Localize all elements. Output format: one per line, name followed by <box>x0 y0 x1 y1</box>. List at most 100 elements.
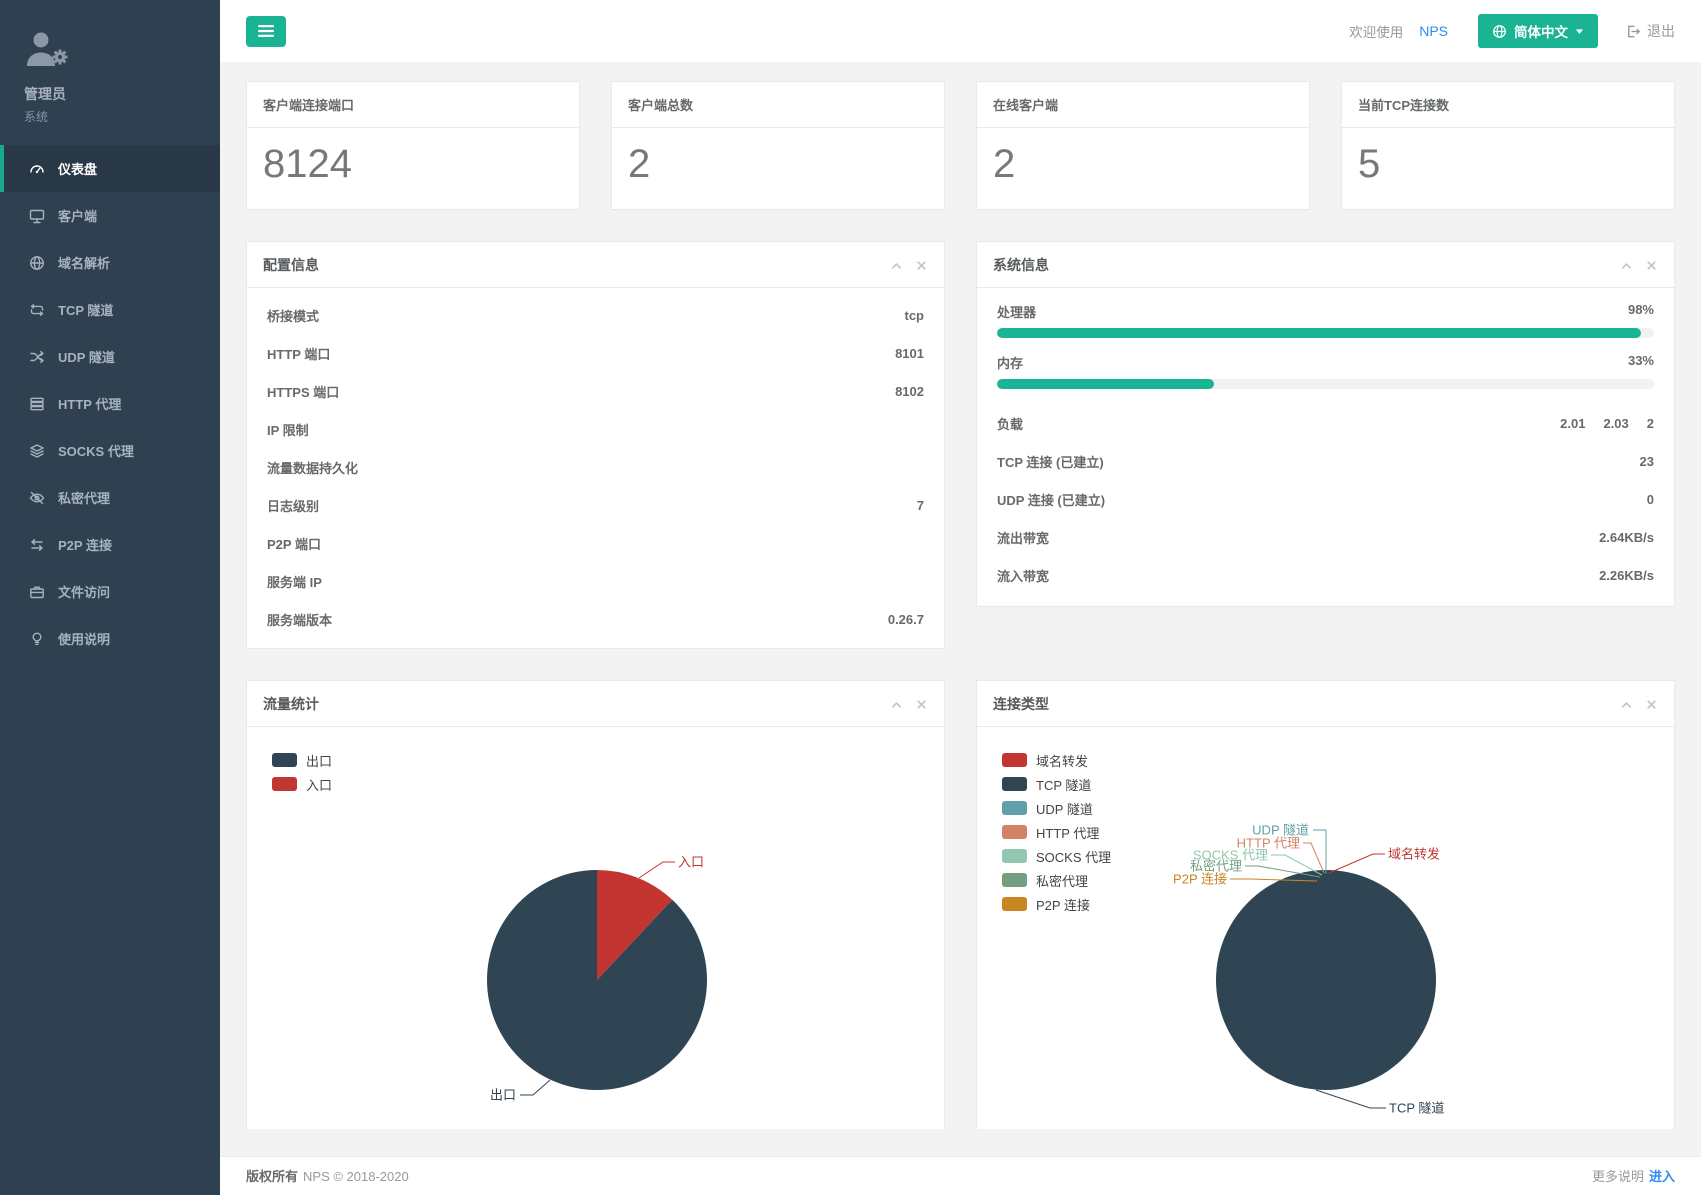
pie-slice-TCP 隧道[interactable] <box>1216 870 1436 1090</box>
collapse-icon[interactable] <box>1620 698 1633 711</box>
brand-link[interactable]: NPS <box>1419 23 1448 39</box>
sidebar-item-domain[interactable]: 域名解析 <box>0 239 220 286</box>
pie-label-line <box>1328 853 1385 874</box>
config-row-label: 服务端版本 <box>267 612 333 628</box>
close-icon[interactable] <box>915 259 928 272</box>
sidebar-item-http[interactable]: HTTP 代理 <box>0 380 220 427</box>
pie-slice-出口[interactable] <box>487 870 708 1090</box>
stat-label: 客户端总数 <box>628 98 694 113</box>
pie-label: UDP 隧道 <box>1252 823 1309 838</box>
legend-item[interactable]: P2P 连接 <box>1002 892 1111 916</box>
stat-card-1: 客户端总数 2 <box>611 81 945 210</box>
pie-label-line <box>1271 854 1323 876</box>
sidebar-item-p2p[interactable]: P2P 连接 <box>0 521 220 568</box>
collapse-icon[interactable] <box>1620 259 1633 272</box>
sidebar: 管理员 系统 仪表盘 客户端 域名解析 TCP 隧道 UDP 隧道 HTTP 代理 SOCK… <box>0 0 220 1195</box>
memory-progress-bar <box>997 379 1654 389</box>
legend-item[interactable]: 域名转发 <box>1002 748 1111 772</box>
stat-card-2: 在线客户端 2 <box>976 81 1310 210</box>
stat-card-3: 当前TCP连接数 5 <box>1341 81 1675 210</box>
config-row-label: 流量数据持久化 <box>267 460 359 476</box>
stat-card-0: 客户端连接端口 8124 <box>246 81 580 210</box>
pie-label: 域名转发 <box>1388 847 1440 862</box>
legend-item[interactable]: UDP 隧道 <box>1002 796 1111 820</box>
close-icon[interactable] <box>1645 698 1658 711</box>
memory-label: 内存 <box>997 356 1024 371</box>
system-row-label: 负载 <box>997 416 1024 432</box>
system-row: UDP 连接 (已建立) 0 <box>997 480 1654 518</box>
main-area: 欢迎使用 NPS 简体中文 退出 <box>220 0 1701 1195</box>
legend-item[interactable]: 出口 <box>272 748 332 772</box>
cpu-label: 处理器 <box>997 305 1037 320</box>
more-info-text: 更多说明 <box>1591 1169 1644 1184</box>
sidebar-item-tcp[interactable]: TCP 隧道 <box>0 286 220 333</box>
content: 客户端连接端口 8124 客户端总数 2 在线客户端 2 当前TCP连接数 5 配置信息 桥接… <box>220 62 1701 1129</box>
legend-label: UDP 隧道 <box>1036 801 1093 817</box>
desktop-icon <box>29 208 47 224</box>
traffic-panel: 流量统计 入口 出口 出口 入口 <box>246 680 945 1129</box>
connection-type-panel: 连接类型 域名转发 TCP 隧道 UDP 隧道 HTTP 代理 SOCKS 代理 私密代理… <box>976 680 1675 1129</box>
sidebar-item-label: HTTP 代理 <box>58 397 122 412</box>
pie-label: 入口 <box>678 855 704 870</box>
briefcase-icon <box>29 584 47 600</box>
sidebar-item-udp[interactable]: UDP 隧道 <box>0 333 220 380</box>
caret-down-icon <box>1576 28 1583 34</box>
config-row-label: 日志级别 <box>267 498 320 514</box>
sidebar-item-label: 客户端 <box>58 209 98 224</box>
legend-label: HTTP 代理 <box>1036 825 1100 841</box>
pie-label-line <box>1313 829 1327 874</box>
sidebar-toggle-button[interactable] <box>246 15 286 47</box>
sidebar-item-secret[interactable]: 私密代理 <box>0 474 220 521</box>
config-row-value: 8101 <box>895 345 924 361</box>
copyright-label: 版权所有 <box>246 1169 299 1184</box>
enter-link[interactable]: 进入 <box>1648 1169 1675 1184</box>
logout-button[interactable]: 退出 <box>1626 21 1675 41</box>
legend-swatch <box>1002 873 1027 887</box>
pie-label-line <box>520 1079 551 1096</box>
system-row-value: 23 <box>1639 453 1654 469</box>
legend-swatch <box>272 753 297 767</box>
page-footer: 版权所有 NPS © 2018-2020 更多说明 进入 <box>220 1156 1701 1195</box>
cpu-percent: 98% <box>1627 302 1654 317</box>
system-row-value: 2.01 2.03 2 <box>1560 415 1654 431</box>
legend-item[interactable]: 私密代理 <box>1002 868 1111 892</box>
traffic-panel-title: 流量统计 <box>263 696 319 712</box>
language-button[interactable]: 简体中文 <box>1478 14 1598 48</box>
close-icon[interactable] <box>915 698 928 711</box>
config-row-value: tcp <box>904 307 925 323</box>
legend-swatch <box>1002 849 1027 863</box>
config-row: 服务端 IP <box>267 562 924 600</box>
sidebar-item-socks[interactable]: SOCKS 代理 <box>0 427 220 474</box>
legend-item[interactable]: TCP 隧道 <box>1002 772 1111 796</box>
collapse-icon[interactable] <box>890 698 903 711</box>
system-row: 流入带宽 2.26KB/s <box>997 556 1654 594</box>
topbar: 欢迎使用 NPS 简体中文 退出 <box>220 0 1701 62</box>
sidebar-item-dashboard[interactable]: 仪表盘 <box>0 145 220 192</box>
system-row-label: TCP 连接 (已建立) <box>997 454 1104 470</box>
pie-slice-入口[interactable] <box>597 870 673 980</box>
sidebar-item-label: TCP 隧道 <box>58 303 114 318</box>
copyright-text: NPS © 2018-2020 <box>303 1169 409 1184</box>
close-icon[interactable] <box>1645 259 1658 272</box>
legend-item[interactable]: 入口 <box>272 772 332 796</box>
system-row-value: 2.64KB/s <box>1599 529 1654 545</box>
sidebar-item-file[interactable]: 文件访问 <box>0 568 220 615</box>
legend-item[interactable]: HTTP 代理 <box>1002 820 1111 844</box>
legend-1: 域名转发 TCP 隧道 UDP 隧道 HTTP 代理 SOCKS 代理 私密代理 P2P 连… <box>1002 748 1111 916</box>
legend-swatch <box>1002 801 1027 815</box>
system-row-label: 流入带宽 <box>997 568 1050 584</box>
legend-item[interactable]: SOCKS 代理 <box>1002 844 1111 868</box>
stat-value: 2 <box>993 142 1016 186</box>
stat-value: 8124 <box>263 142 352 186</box>
language-label: 简体中文 <box>1514 25 1568 40</box>
pie-label: P2P 连接 <box>1173 872 1227 887</box>
config-row: HTTPS 端口 8102 <box>267 372 924 410</box>
logout-label: 退出 <box>1647 23 1675 39</box>
collapse-icon[interactable] <box>890 259 903 272</box>
sidebar-item-help[interactable]: 使用说明 <box>0 615 220 662</box>
sidebar-item-clients[interactable]: 客户端 <box>0 192 220 239</box>
pie-label-line <box>1303 842 1325 874</box>
config-row-value: 7 <box>916 497 924 513</box>
